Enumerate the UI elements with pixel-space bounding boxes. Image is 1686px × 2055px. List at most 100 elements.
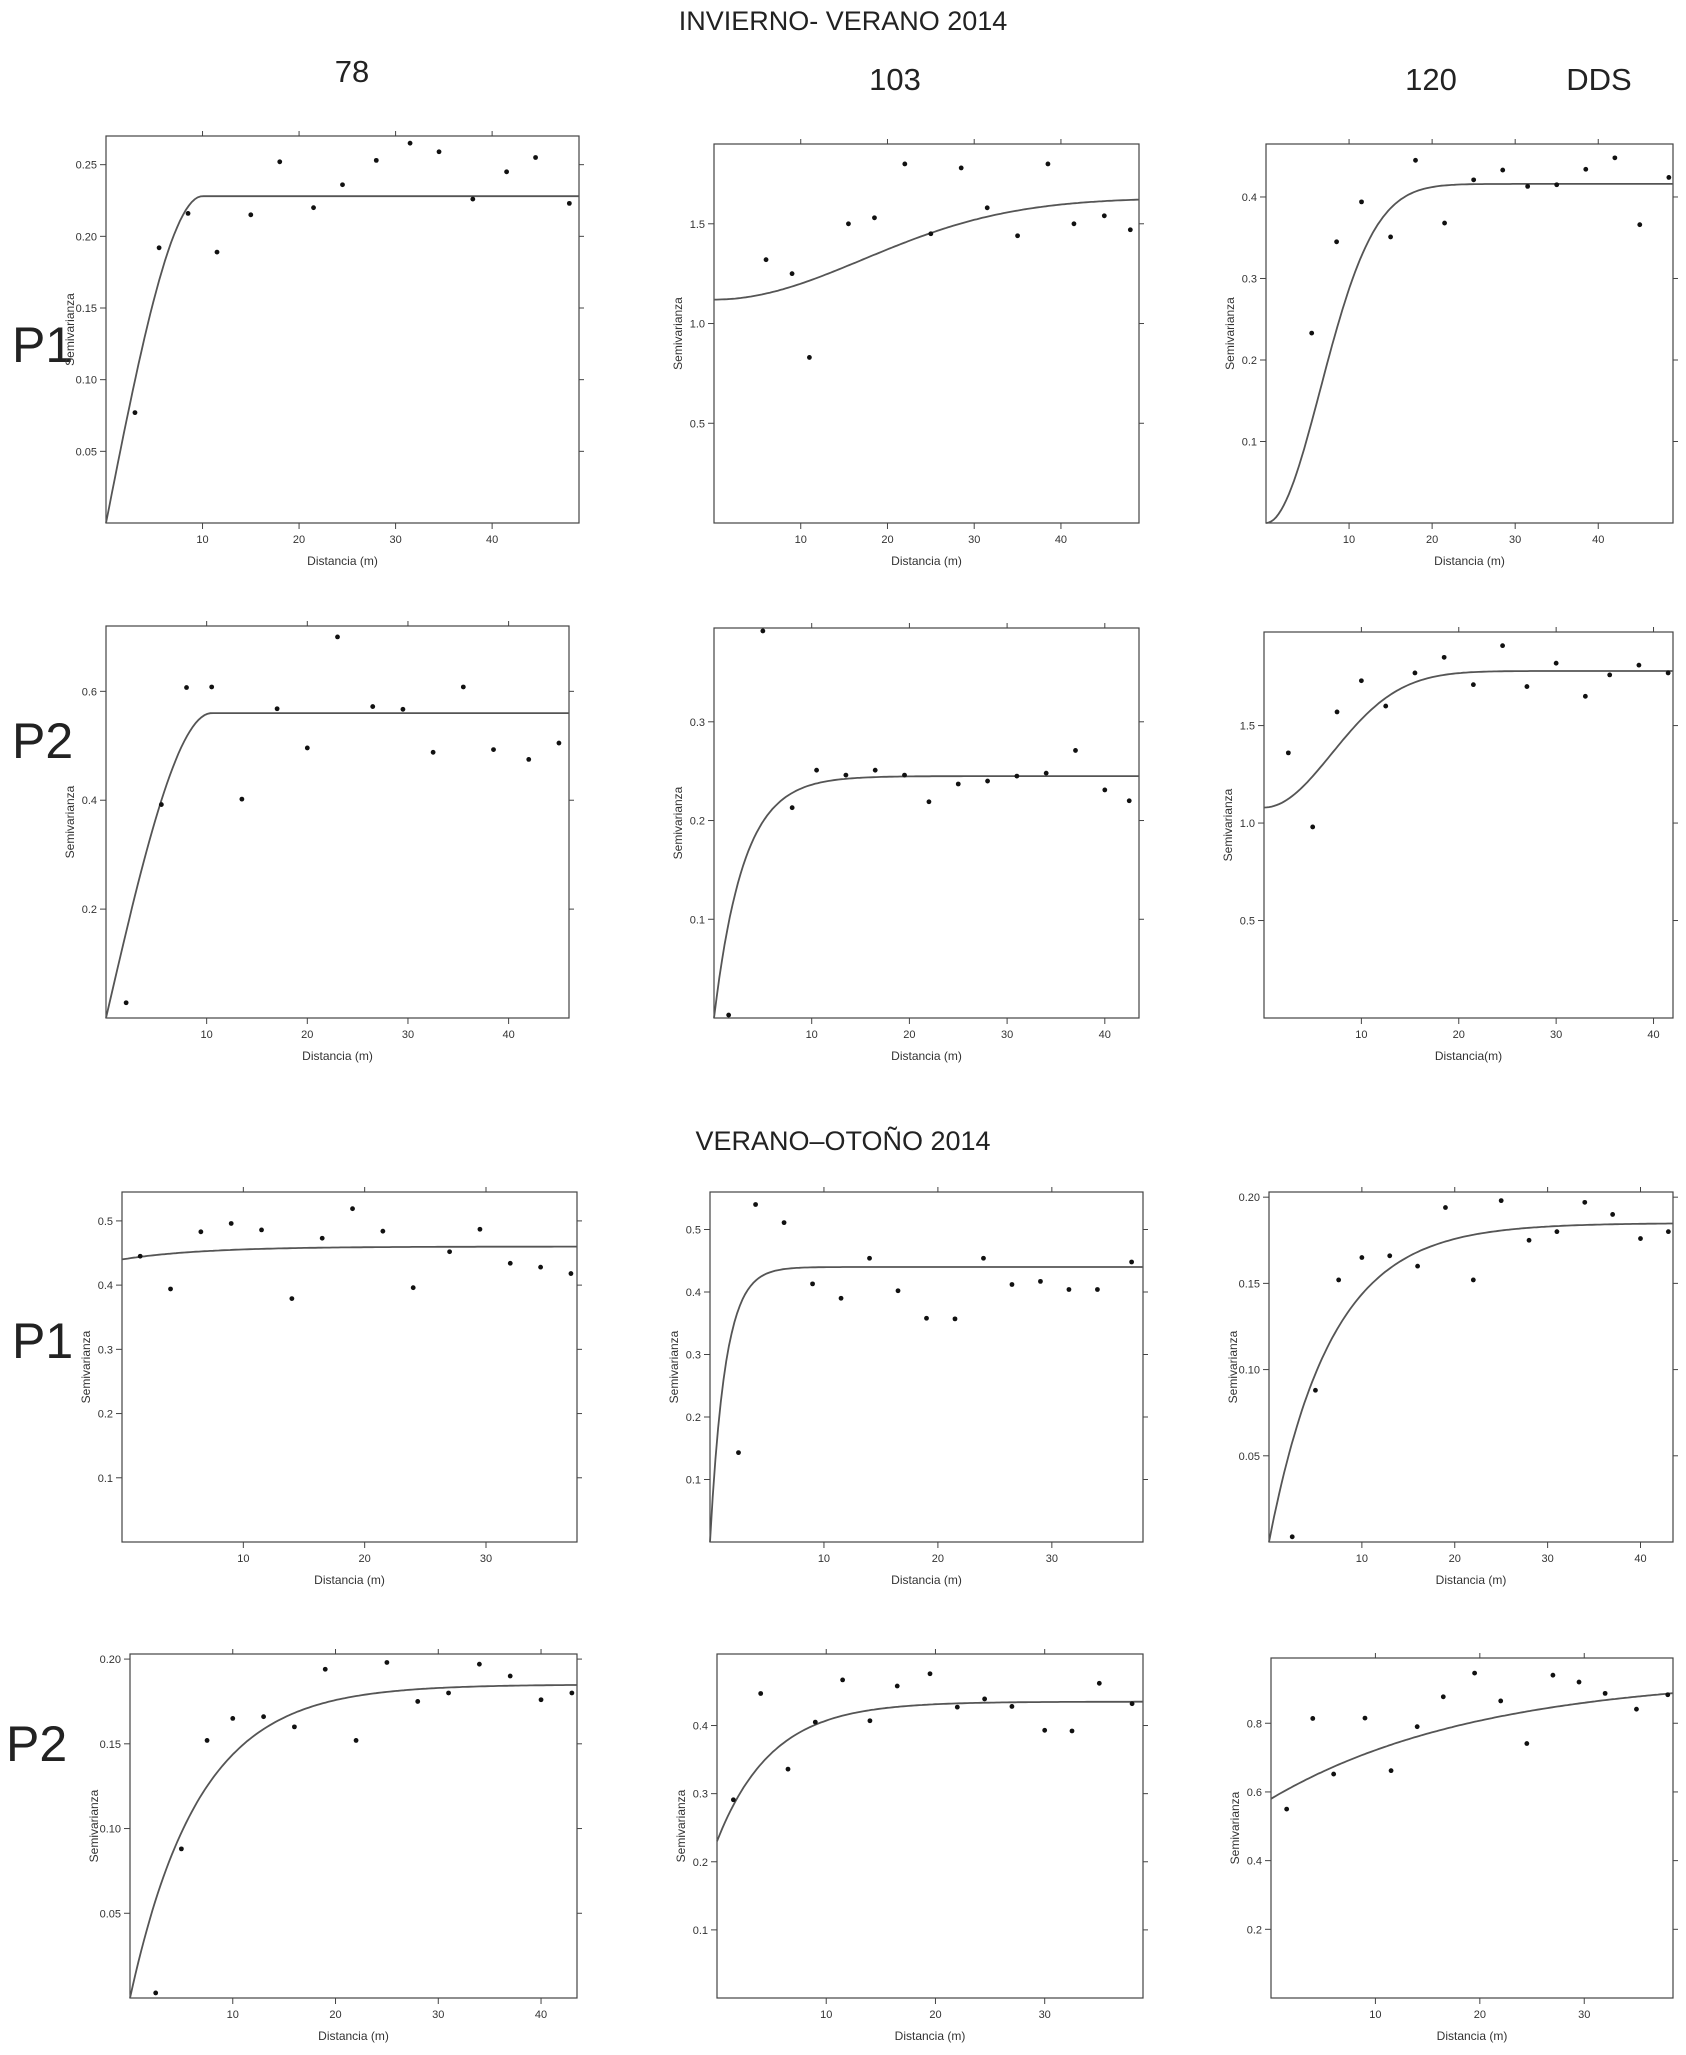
y-axis-label: Semivarianza [63, 293, 77, 366]
x-tick-label: 30 [1578, 2009, 1590, 2021]
chart-panel-winter-p2-78: 10 20 30 40 0.2 0.4 0.6 Distancia (m) Semivarian… [62, 620, 575, 1070]
x-axis-label: Distancia (m) [891, 1049, 962, 1063]
model-curve [121, 1245, 577, 1261]
data-point [198, 1229, 204, 1235]
data-point [289, 1296, 295, 1302]
y-tick-label: 1.5 [1240, 721, 1255, 733]
y-axis-label: Semivarianza [1223, 297, 1237, 370]
x-axis-label: Distancia (m) [891, 1573, 962, 1587]
x-axis-label: Distancia (m) [302, 1049, 373, 1063]
y-tick-label: 0.4 [693, 1721, 708, 1733]
data-point [1362, 1715, 1368, 1721]
data-point [1285, 750, 1291, 756]
x-tick-label: 30 [968, 534, 980, 546]
model-curve [714, 198, 1140, 301]
data-point [1583, 166, 1589, 172]
data-point [322, 1666, 328, 1672]
data-point [1441, 654, 1447, 660]
data-point [894, 1683, 900, 1689]
data-point [566, 200, 572, 206]
data-point [504, 169, 510, 175]
model-curve [1270, 1692, 1674, 1800]
x-tick-label: 20 [1474, 2009, 1486, 2021]
x-tick-label: 20 [1453, 1029, 1465, 1041]
data-point [1038, 1278, 1043, 1284]
section-title-winter-summer: INVIERNO- VERANO 2014 [678, 6, 1008, 36]
chart-panel-winter-p1-103: 10 20 30 40 0.5 1.0 1.5 Distancia (m) Semivarian… [670, 138, 1145, 575]
data-point [153, 1990, 159, 1996]
data-point [846, 221, 851, 227]
data-point [1554, 182, 1560, 188]
data-point [1524, 1741, 1530, 1746]
plot-frame [713, 627, 1140, 1019]
data-point [1524, 684, 1530, 689]
y-tick-label: 0.25 [76, 160, 97, 172]
x-tick-label: 10 [806, 1029, 818, 1041]
data-point [872, 215, 877, 221]
x-tick-label: 40 [1647, 1029, 1659, 1041]
data-point [1550, 1672, 1556, 1678]
y-tick-label: 0.05 [100, 1908, 121, 1920]
x-tick-label: 10 [227, 2009, 239, 2021]
y-tick-label: 0.05 [1239, 1451, 1260, 1463]
y-axis-label: Semivarianza [1221, 788, 1235, 861]
model-curve [129, 1684, 577, 1999]
data-point [1014, 773, 1020, 779]
x-axis-label: Distancia (m) [1434, 554, 1505, 568]
data-point [274, 706, 280, 712]
data-point [954, 1704, 960, 1710]
data-point [902, 161, 908, 167]
x-tick-label: 20 [929, 2009, 941, 2021]
data-point [447, 1249, 452, 1255]
data-point [1009, 1704, 1015, 1709]
x-axis-label: Distancia (m) [318, 2029, 389, 2043]
data-point [569, 1690, 575, 1696]
y-tick-label: 0.2 [1247, 1924, 1262, 1936]
data-point [1388, 1768, 1394, 1774]
data-point [1129, 1701, 1135, 1707]
data-point [1383, 703, 1389, 709]
x-tick-label: 40 [486, 534, 498, 546]
x-tick-label: 20 [881, 534, 893, 546]
data-point [1471, 177, 1477, 183]
data-point [261, 1714, 266, 1720]
model-curve [105, 712, 569, 1019]
data-point [1665, 1692, 1671, 1698]
data-point [867, 1255, 872, 1261]
data-point [1415, 1263, 1420, 1269]
y-tick-label: 0.8 [1247, 1718, 1262, 1730]
y-tick-label: 0.3 [693, 1789, 708, 1801]
data-point [814, 767, 819, 773]
y-tick-label: 0.1 [690, 914, 705, 926]
y-tick-label: 0.20 [100, 1654, 121, 1666]
chart-panel-autumn-p1-120: 10 20 30 40 0.05 0.10 0.15 0.20 Distancia (m) Sem… [1225, 1186, 1679, 1594]
data-point [1126, 798, 1132, 804]
x-tick-label: 40 [1099, 1029, 1111, 1041]
data-point [730, 1797, 736, 1803]
data-point [1440, 1694, 1446, 1700]
data-point [436, 149, 442, 155]
data-point [230, 1715, 236, 1721]
data-point [1359, 199, 1364, 205]
data-point [1289, 1534, 1295, 1540]
data-point [1666, 175, 1672, 180]
y-tick-label: 0.10 [1239, 1365, 1260, 1377]
data-point [184, 685, 189, 690]
y-tick-label: 0.1 [693, 1925, 708, 1937]
y-tick-label: 1.0 [690, 319, 705, 331]
data-point [415, 1699, 421, 1704]
model-curve [1268, 1222, 1673, 1543]
data-point [1602, 1690, 1608, 1696]
y-tick-label: 0.5 [686, 1225, 701, 1237]
y-tick-label: 0.2 [98, 1409, 113, 1421]
chart-panel-autumn-p2-78: 10 20 30 40 0.05 0.10 0.15 0.20 Distancia (m) Sem… [86, 1648, 583, 2050]
data-point [736, 1450, 741, 1456]
data-point [137, 1253, 143, 1259]
y-tick-label: 0.15 [1239, 1278, 1260, 1290]
y-tick-label: 0.10 [76, 375, 97, 387]
chart-svg: 10 20 30 0.1 0.2 0.3 0.4 0.5 Distancia (m) Semiva… [79, 1187, 582, 1587]
x-tick-label: 20 [301, 1029, 313, 1041]
y-tick-label: 0.05 [76, 446, 97, 458]
chart-svg: 10 20 30 40 0.1 0.2 0.3 Distancia (m) Semivarian… [671, 623, 1144, 1063]
y-tick-label: 0.1 [686, 1475, 701, 1487]
